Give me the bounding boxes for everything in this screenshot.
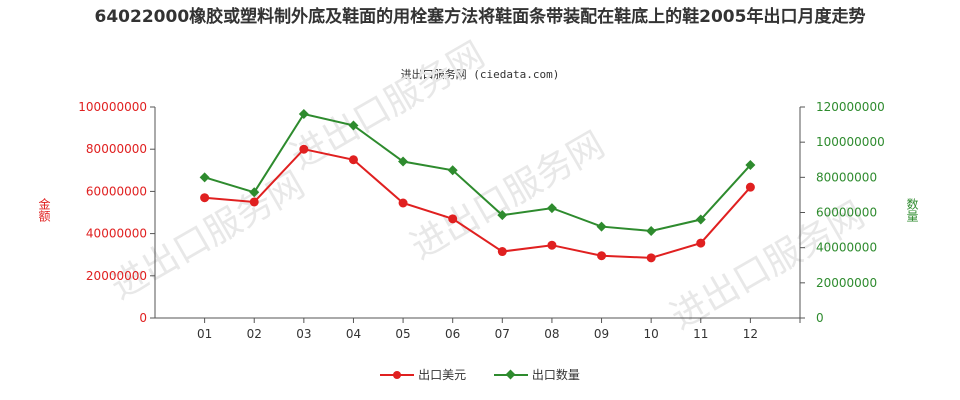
data-point-1: [447, 165, 458, 176]
y-left-tick-label: 60000000: [86, 184, 147, 198]
watermark-text: 进出口服务网: [284, 34, 492, 178]
y-left-tick-label: 0: [139, 311, 147, 325]
data-point-0: [249, 197, 259, 207]
x-tick-label: 02: [247, 327, 262, 341]
legend-label-usd: 出口美元: [418, 368, 467, 382]
legend-swatch-qty: [493, 369, 528, 381]
x-tick-label: 03: [296, 327, 311, 341]
x-tick-label: 01: [197, 327, 212, 341]
data-point-1: [497, 210, 508, 221]
data-point-1: [398, 156, 409, 167]
data-point-1: [348, 120, 359, 131]
data-point-0: [646, 253, 656, 263]
data-point-0: [696, 238, 706, 248]
y-left-tick-label: 80000000: [86, 142, 147, 156]
chart-source: 进出口服务网 (ciedata.com): [400, 68, 560, 81]
x-tick-label: 09: [594, 327, 609, 341]
axes: 0 20000000 40000000 60000000 80000000 1000000…: [78, 100, 884, 341]
x-tick-label: 12: [743, 327, 758, 341]
y-axis-right-label: 数量: [905, 198, 919, 222]
y-right-tick-label: 0: [816, 311, 824, 325]
watermark-text: 进出口服务网: [404, 124, 612, 268]
y-left-tick-label: 100000000: [78, 100, 147, 114]
y-left-tick-label: 40000000: [86, 227, 147, 241]
data-point-1: [298, 109, 309, 120]
data-point-0: [398, 198, 408, 208]
data-point-0: [448, 214, 458, 224]
legend: 出口美元 出口数量: [0, 366, 960, 384]
data-point-1: [546, 203, 557, 214]
data-point-1: [745, 160, 756, 171]
x-tick-label: 05: [395, 327, 410, 341]
y-right-tick-label: 20000000: [816, 276, 877, 290]
x-tick-label: 10: [644, 327, 659, 341]
series-line-1: [204, 112, 752, 232]
data-point-0: [547, 240, 557, 250]
x-tick-label: 08: [544, 327, 559, 341]
data-point-1: [199, 172, 210, 183]
data-point-1: [596, 221, 607, 232]
data-point-1: [695, 214, 706, 225]
y-left-tick-label: 20000000: [86, 269, 147, 283]
x-tick-label: 11: [693, 327, 708, 341]
data-point-0: [200, 193, 210, 203]
y-right-tick-label: 40000000: [816, 241, 877, 255]
data-point-1: [249, 187, 260, 198]
y-right-tick-label: 60000000: [816, 206, 877, 220]
legend-label-qty: 出口数量: [531, 368, 580, 382]
series-line-0: [204, 148, 752, 259]
y-axis-left-label: 金额: [37, 198, 51, 222]
x-tick-label: 06: [445, 327, 460, 341]
data-point-1: [646, 225, 657, 236]
y-right-tick-label: 120000000: [816, 100, 885, 114]
y-right-tick-label: 100000000: [816, 135, 885, 149]
data-point-0: [497, 247, 507, 257]
y-right-tick-label: 80000000: [816, 170, 877, 184]
legend-swatch-usd: [380, 369, 415, 381]
data-point-0: [348, 155, 358, 165]
series-group: [199, 109, 756, 263]
data-point-0: [299, 144, 309, 154]
legend-item-qty[interactable]: 出口数量: [493, 366, 580, 383]
x-tick-label: 07: [495, 327, 510, 341]
data-point-0: [597, 251, 607, 261]
legend-item-usd[interactable]: 出口美元: [380, 366, 466, 383]
chart-title: 64022000橡胶或塑料制外底及鞋面的用栓塞方法将鞋面条带装配在鞋底上的鞋20…: [94, 7, 866, 27]
data-point-0: [745, 182, 755, 192]
x-tick-label: 04: [346, 327, 361, 341]
